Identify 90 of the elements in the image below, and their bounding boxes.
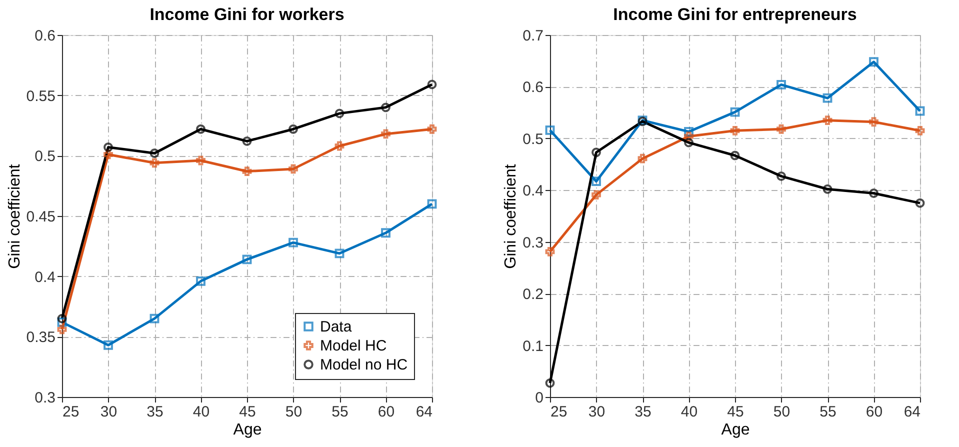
point (57, 317, 67, 327)
x-tick-label: 35 (146, 404, 164, 420)
x-tick-label: 60 (866, 404, 883, 420)
point (196, 156, 206, 166)
point (104, 150, 113, 160)
x-tick-label: 60 (378, 404, 395, 420)
point (869, 57, 878, 67)
point (915, 126, 925, 136)
point (822, 184, 832, 194)
y-tick-label: 0.5 (522, 130, 544, 148)
point (545, 246, 555, 256)
point (104, 142, 113, 152)
x-tick-label: 30 (588, 404, 606, 420)
x-tick-label: 55 (820, 404, 836, 420)
point (592, 176, 601, 186)
point (381, 129, 390, 139)
x-tick-label: 25 (550, 404, 568, 420)
y-tick-label: 0.5 (34, 148, 56, 166)
point (869, 117, 878, 127)
x-tick-label: 25 (62, 404, 80, 420)
x-axis-title: Age (721, 422, 750, 438)
point (592, 148, 601, 158)
point (150, 148, 160, 158)
x-tick-label: 45 (727, 404, 744, 420)
point (150, 158, 160, 168)
point (242, 136, 252, 146)
y-tick-label: 0.3 (34, 390, 56, 406)
point (104, 340, 113, 350)
point (684, 132, 694, 142)
point (869, 188, 878, 198)
point (57, 324, 67, 334)
x-tick-label: 30 (100, 404, 118, 420)
point (242, 166, 252, 176)
point (776, 124, 786, 134)
point (334, 248, 344, 258)
point (730, 107, 740, 117)
point (822, 93, 832, 103)
y-tick-label: 0.4 (522, 182, 544, 200)
y-tick-label: 0.4 (34, 268, 56, 286)
y-tick-label: 0.3 (522, 234, 544, 252)
point (730, 126, 740, 136)
point (150, 314, 160, 324)
point (730, 150, 740, 160)
y-tick-label: 0.55 (26, 88, 56, 105)
point (776, 171, 786, 181)
point (427, 199, 437, 209)
legend-label: Data (320, 318, 352, 336)
point (334, 141, 344, 151)
x-tick-label: 50 (773, 404, 790, 420)
point (638, 154, 648, 164)
point (684, 138, 694, 148)
point (381, 228, 390, 238)
legend-label: Model HC (320, 338, 387, 354)
point (915, 106, 925, 116)
point (822, 116, 832, 126)
chart-title: Income Gini for entrepreneurs (613, 5, 857, 24)
y-axis-title: Gini coefficient (502, 164, 520, 269)
y-axis-title: Gini coefficient (6, 164, 24, 269)
x-tick-label: 50 (285, 404, 302, 420)
x-tick-label: 40 (680, 404, 698, 420)
point (334, 108, 344, 118)
x-tick-label: 64 (416, 404, 432, 420)
point (684, 127, 694, 136)
point (288, 164, 298, 174)
x-tick-label: 64 (904, 404, 920, 420)
point (288, 124, 298, 134)
y-tick-label: 0.6 (34, 28, 56, 44)
x-tick-label: 55 (332, 404, 348, 420)
point (427, 124, 437, 134)
point (776, 80, 786, 90)
point (381, 102, 390, 112)
point (196, 276, 206, 286)
y-tick-label: 0 (535, 390, 544, 406)
y-tick-label: 0.45 (26, 208, 56, 226)
point (242, 254, 252, 264)
y-tick-label: 0.2 (522, 286, 544, 304)
point (288, 238, 298, 248)
y-tick-label: 0.7 (522, 28, 544, 44)
y-tick-label: 0.1 (522, 338, 544, 355)
x-tick-label: 35 (634, 404, 652, 420)
point (545, 125, 555, 135)
y-tick-label: 0.6 (522, 79, 544, 96)
x-tick-label: 45 (239, 404, 256, 420)
y-tick-label: 0.35 (26, 329, 56, 346)
legend-label: Model no HC (320, 356, 408, 374)
chart-title: Income Gini for workers (150, 5, 344, 24)
x-axis-title: Age (233, 422, 262, 438)
point (592, 190, 601, 200)
point (196, 124, 206, 134)
x-tick-label: 40 (192, 404, 210, 420)
